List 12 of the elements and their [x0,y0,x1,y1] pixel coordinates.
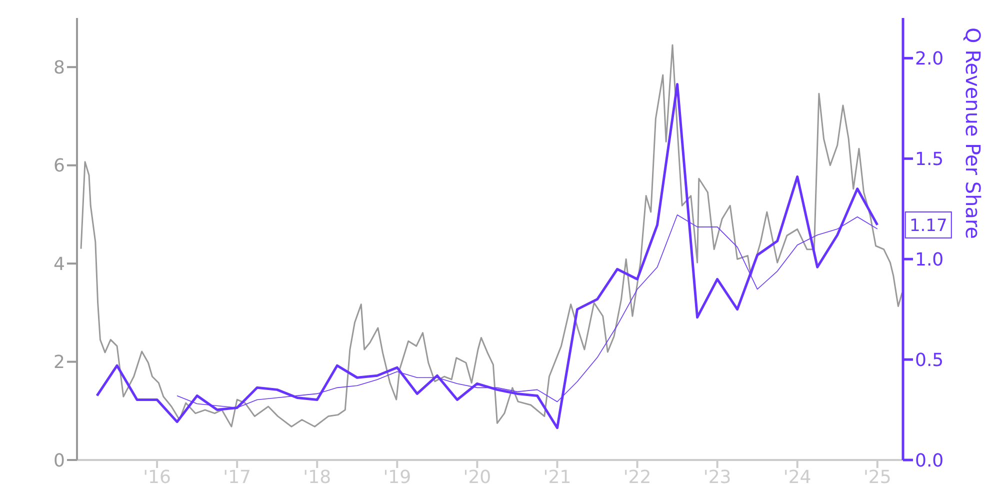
y-tick-label: 8 [54,58,65,78]
y-tick-label: 0 [54,450,65,472]
data-label: 1.17 [909,216,948,236]
y-tick-label: 2 [54,352,65,374]
y-tick-label: 4 [54,254,65,275]
y2-axis-title: Q Revenue Per Share [960,27,985,239]
y-tick-label: 6 [54,156,65,177]
y2-tick-label: 1.5 [915,149,944,170]
y2-tick-label: 1.0 [915,249,944,270]
y2-tick-label: 0.5 [915,350,944,371]
y2-tick-label: 2.0 [915,48,944,70]
y2-tick-label: 0.0 [915,450,944,472]
